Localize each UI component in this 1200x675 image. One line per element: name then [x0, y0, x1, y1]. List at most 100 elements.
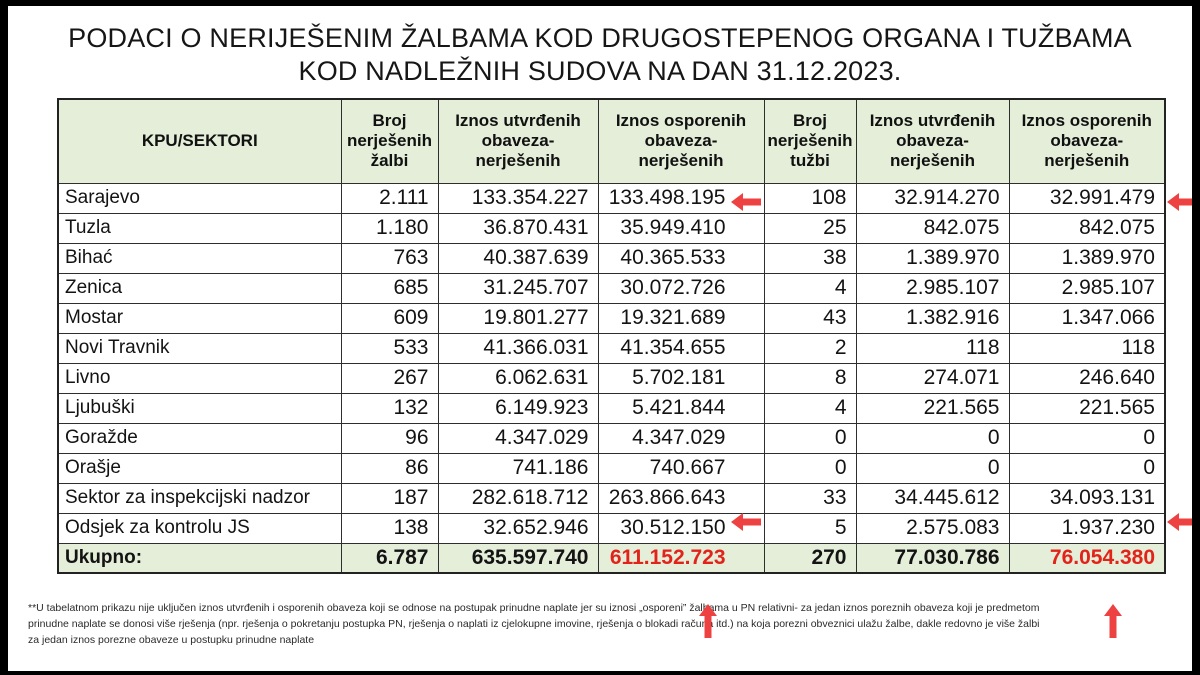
cell-value: 40.387.639 — [437, 242, 599, 274]
cell-value: 2.111 — [340, 182, 439, 214]
cell-value: 533 — [340, 332, 439, 364]
table-row: Mostar 609 19.801.277 19.321.689 43 1.38… — [57, 302, 1166, 334]
cell-value: 31.245.707 — [437, 272, 599, 304]
cell-value: 108 — [763, 182, 857, 214]
table-container: KPU/SEKTORI Broj nerješenih žalbi Iznos … — [57, 98, 1192, 638]
cell-value: 32.652.946 — [437, 512, 599, 544]
cell-value: 40.365.533 — [597, 242, 765, 274]
row-label: Orašje — [57, 452, 342, 484]
cell-value: 6.062.631 — [437, 362, 599, 394]
cell-value: 43 — [763, 302, 857, 334]
cell-value: 4 — [763, 392, 857, 424]
cell-value: 221.565 — [1008, 392, 1166, 424]
cell-value: 609 — [340, 302, 439, 334]
cell-value: 5 — [763, 512, 857, 544]
data-table: KPU/SEKTORI Broj nerješenih žalbi Iznos … — [57, 98, 1166, 574]
cell-value: 41.366.031 — [437, 332, 599, 364]
cell-value: 741.186 — [437, 452, 599, 484]
page-title-line2: KOD NADLEŽNIH SUDOVA NA DAN 31.12.2023. — [298, 56, 902, 86]
col-header-iznos-utvrdjenih-zalbe: Iznos utvrđenih obaveza- nerješenih — [437, 98, 599, 184]
row-label: Sarajevo — [57, 182, 342, 214]
cell-value: 5.421.844 — [597, 392, 765, 424]
table-row: Tuzla 1.180 36.870.431 35.949.410 25 842… — [57, 212, 1166, 244]
cell-value: 685 — [340, 272, 439, 304]
cell-value: 263.866.643 — [597, 482, 765, 514]
cell-value: 1.389.970 — [1008, 242, 1166, 274]
cell-value: 187 — [340, 482, 439, 514]
row-label: Goražde — [57, 422, 342, 454]
col-header-broj-tuzbi: Broj nerješenih tužbi — [763, 98, 857, 184]
cell-value: 246.640 — [1008, 362, 1166, 394]
cell-value: 1.389.970 — [855, 242, 1010, 274]
row-label: Mostar — [57, 302, 342, 334]
cell-value: 274.071 — [855, 362, 1010, 394]
cell-value: 132 — [340, 392, 439, 424]
cell-value: 35.949.410 — [597, 212, 765, 244]
cell-value: 0 — [855, 422, 1010, 454]
cell-value: 1.937.230 — [1008, 512, 1166, 544]
cell-value: 32.914.270 — [855, 182, 1010, 214]
row-label: Zenica — [57, 272, 342, 304]
cell-value: 1.347.066 — [1008, 302, 1166, 334]
cell-value: 133.498.195 — [597, 182, 765, 214]
col-header-iznos-utvrdjenih-tuzbe: Iznos utvrđenih obaveza- nerješenih — [855, 98, 1010, 184]
cell-value: 1.180 — [340, 212, 439, 244]
cell-value: 2 — [763, 332, 857, 364]
cell-value: 133.354.227 — [437, 182, 599, 214]
cell-value: 6.149.923 — [437, 392, 599, 424]
table-row: Odsjek za kontrolu JS 138 32.652.946 30.… — [57, 512, 1166, 544]
table-row: Ljubuški 132 6.149.923 5.421.844 4 221.5… — [57, 392, 1166, 424]
row-label: Odsjek za kontrolu JS — [57, 512, 342, 544]
cell-value: 763 — [340, 242, 439, 274]
total-label: Ukupno: — [57, 542, 342, 574]
table-row: Zenica 685 31.245.707 30.072.726 4 2.985… — [57, 272, 1166, 304]
table-row: Orašje 86 741.186 740.667 0 0 0 — [57, 452, 1166, 484]
cell-value: 118 — [855, 332, 1010, 364]
cell-value: 25 — [763, 212, 857, 244]
table-row: Bihać 763 40.387.639 40.365.533 38 1.389… — [57, 242, 1166, 274]
row-label: Bihać — [57, 242, 342, 274]
total-value-highlighted: 611.152.723 — [597, 542, 765, 574]
cell-value: 32.991.479 — [1008, 182, 1166, 214]
cell-value: 1.382.916 — [855, 302, 1010, 334]
row-label: Ljubuški — [57, 392, 342, 424]
cell-value: 19.801.277 — [437, 302, 599, 334]
total-value: 635.597.740 — [437, 542, 599, 574]
cell-value: 2.985.107 — [855, 272, 1010, 304]
cell-value: 38 — [763, 242, 857, 274]
cell-value: 118 — [1008, 332, 1166, 364]
cell-value: 0 — [1008, 452, 1166, 484]
table-row: Sektor za inspekcijski nadzor 187 282.61… — [57, 482, 1166, 514]
table-row: Sarajevo 2.111 133.354.227 133.498.195 1… — [57, 182, 1166, 214]
cell-value: 0 — [855, 452, 1010, 484]
total-value: 6.787 — [340, 542, 439, 574]
cell-value: 30.072.726 — [597, 272, 765, 304]
col-header-broj-zalbi: Broj nerješenih žalbi — [340, 98, 439, 184]
table-row: Novi Travnik 533 41.366.031 41.354.655 2… — [57, 332, 1166, 364]
row-label: Livno — [57, 362, 342, 394]
table-row: Livno 267 6.062.631 5.702.181 8 274.071 … — [57, 362, 1166, 394]
cell-value: 740.667 — [597, 452, 765, 484]
cell-value: 30.512.150 — [597, 512, 765, 544]
cell-value: 842.075 — [855, 212, 1010, 244]
cell-value: 4.347.029 — [437, 422, 599, 454]
cell-value: 221.565 — [855, 392, 1010, 424]
cell-value: 267 — [340, 362, 439, 394]
cell-value: 34.093.131 — [1008, 482, 1166, 514]
total-value: 77.030.786 — [855, 542, 1010, 574]
row-label: Novi Travnik — [57, 332, 342, 364]
red-left-arrow-icon — [1167, 513, 1192, 531]
total-value-highlighted: 76.054.380 — [1008, 542, 1166, 574]
cell-value: 4 — [763, 272, 857, 304]
cell-value: 41.354.655 — [597, 332, 765, 364]
cell-value: 4.347.029 — [597, 422, 765, 454]
cell-value: 138 — [340, 512, 439, 544]
document-page: PODACI O NERIJEŠENIM ŽALBAMA KOD DRUGOST… — [8, 6, 1192, 671]
cell-value: 86 — [340, 452, 439, 484]
footnote-text: **U tabelatnom prikazu nije uključen izn… — [28, 602, 1040, 646]
table-total-row: Ukupno: 6.787 635.597.740 611.152.723 27… — [57, 542, 1166, 574]
col-header-iznos-osporenih-tuzbe: Iznos osporenih obaveza- nerješenih — [1008, 98, 1166, 184]
cell-value: 33 — [763, 482, 857, 514]
cell-value: 8 — [763, 362, 857, 394]
cell-value: 0 — [763, 452, 857, 484]
